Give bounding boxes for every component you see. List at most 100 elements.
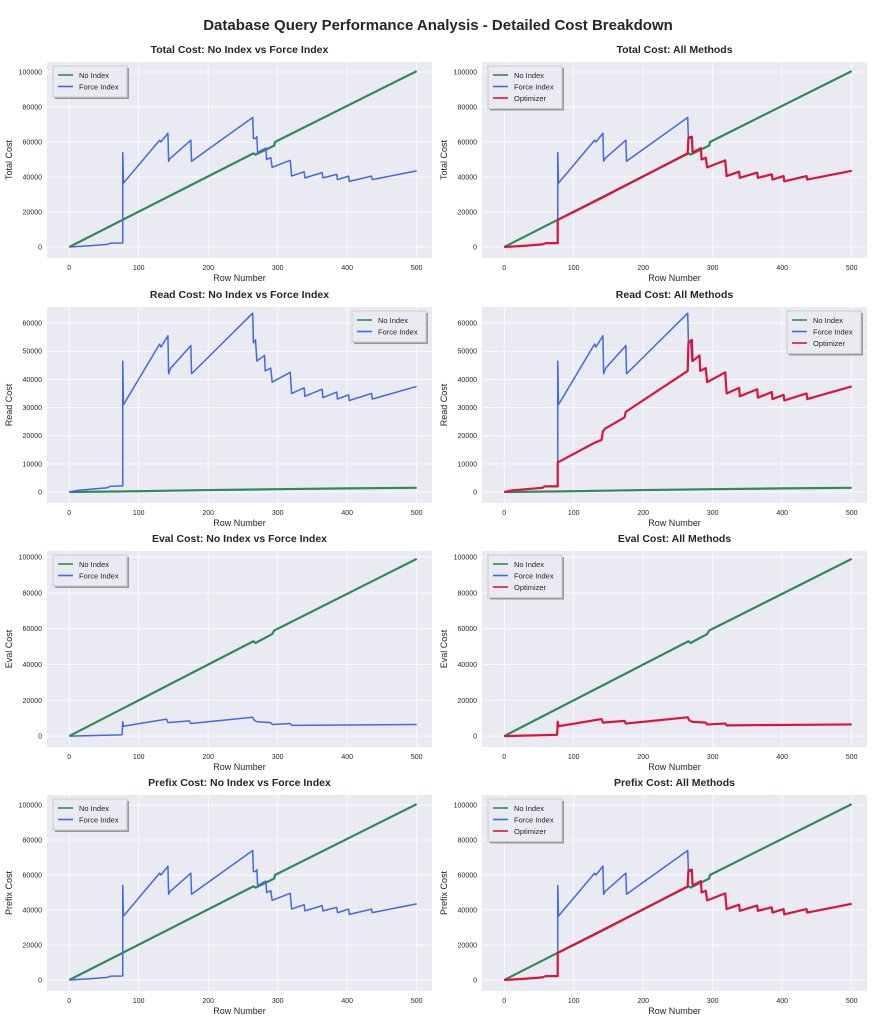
x-tick-label: 400 <box>776 510 788 517</box>
x-tick-label: 0 <box>502 510 506 517</box>
y-tick-label: 20000 <box>458 942 478 949</box>
legend: No Index Force Index Optimizer <box>786 310 863 356</box>
series-line-no-index <box>69 486 417 494</box>
y-axis-label: Prefix Cost <box>4 870 14 915</box>
subplot-2: Total Cost: All Methods 0 100 200 300 400 500 0… <box>439 44 867 283</box>
x-tick-label: 200 <box>202 510 214 517</box>
series-line-optimizer <box>504 135 852 249</box>
subplot-title: Read Cost: No Index vs Force Index <box>150 289 329 301</box>
legend: No Index Force Index <box>351 310 428 344</box>
y-axis-label: Eval Cost <box>4 629 14 668</box>
legend-label: Force Index <box>79 83 119 92</box>
subplot-5: Eval Cost: No Index vs Force Index 0 100 20… <box>4 533 432 772</box>
x-tick-label: 100 <box>133 998 145 1005</box>
y-tick-label: 40000 <box>458 907 478 914</box>
x-tick-label: 0 <box>502 265 506 272</box>
y-axis-label: Prefix Cost <box>439 870 449 915</box>
x-tick-label: 0 <box>502 998 506 1005</box>
subplot-title: Prefix Cost: No Index vs Force Index <box>148 777 331 789</box>
y-tick-label: 40000 <box>23 377 43 384</box>
y-tick-label: 60000 <box>458 872 478 879</box>
legend-label: Force Index <box>79 572 119 581</box>
x-tick-label: 400 <box>341 510 353 517</box>
y-tick-label: 20000 <box>23 433 43 440</box>
legend: No Index Force Index Optimizer <box>487 798 564 844</box>
legend-box <box>52 65 128 98</box>
subplot-7: Prefix Cost: No Index vs Force Index 0 100… <box>4 777 432 1016</box>
subplot-title: Eval Cost: All Methods <box>618 533 732 545</box>
y-tick-label: 50000 <box>23 349 43 356</box>
legend-label: No Index <box>514 804 544 813</box>
subplot-title: Total Cost: No Index vs Force Index <box>151 44 329 56</box>
y-tick-label: 0 <box>473 977 477 984</box>
y-tick-label: 80000 <box>23 104 43 111</box>
series-line-no-index <box>68 557 418 738</box>
subplot-title: Prefix Cost: All Methods <box>614 777 735 789</box>
legend-label: No Index <box>79 71 109 80</box>
subplot-8: Prefix Cost: All Methods 0 100 200 300 400 500… <box>439 777 867 1016</box>
y-axis-label: Total Cost <box>4 139 14 180</box>
legend-label: No Index <box>378 316 408 325</box>
x-tick-label: 400 <box>341 265 353 272</box>
x-axis-label: Row Number <box>648 762 701 772</box>
y-tick-label: 100000 <box>454 69 477 76</box>
figure-title: Database Query Performance Analysis - De… <box>203 17 673 34</box>
series-line-no-index <box>504 486 852 494</box>
y-tick-label: 80000 <box>458 590 478 597</box>
y-tick-label: 0 <box>473 490 477 497</box>
x-tick-label: 200 <box>637 998 649 1005</box>
y-axis-label: Total Cost <box>439 139 449 180</box>
x-axis-label: Row Number <box>213 762 266 772</box>
x-tick-label: 500 <box>411 754 423 761</box>
series-line-optimizer <box>504 868 852 982</box>
x-tick-label: 100 <box>568 754 580 761</box>
x-tick-label: 0 <box>67 265 71 272</box>
legend-label: Optimizer <box>514 827 547 836</box>
x-tick-label: 300 <box>272 754 284 761</box>
x-tick-label: 500 <box>846 510 858 517</box>
x-tick-label: 100 <box>568 510 580 517</box>
y-tick-label: 20000 <box>458 209 478 216</box>
legend-label: Force Index <box>514 572 554 581</box>
y-tick-label: 80000 <box>23 837 43 844</box>
y-tick-label: 60000 <box>23 321 43 328</box>
x-tick-label: 500 <box>411 510 423 517</box>
y-tick-label: 20000 <box>23 698 43 705</box>
x-tick-label: 400 <box>776 265 788 272</box>
series-line-no-index <box>68 70 418 248</box>
legend-label: No Index <box>79 560 109 569</box>
x-tick-label: 0 <box>67 754 71 761</box>
x-tick-label: 400 <box>776 754 788 761</box>
series-line-force-index <box>69 716 417 737</box>
y-tick-label: 100000 <box>19 802 42 809</box>
x-tick-label: 500 <box>846 998 858 1005</box>
x-axis-label: Row Number <box>648 518 701 528</box>
x-tick-label: 0 <box>502 754 506 761</box>
series-line-optimizer <box>504 716 852 738</box>
y-tick-label: 40000 <box>458 662 478 669</box>
x-tick-label: 100 <box>133 265 145 272</box>
x-tick-label: 300 <box>272 510 284 517</box>
series-line-no-index <box>503 557 853 738</box>
y-tick-label: 0 <box>38 244 42 251</box>
legend: No Index Force Index <box>52 798 129 832</box>
y-tick-label: 80000 <box>23 590 43 597</box>
x-tick-label: 0 <box>67 510 71 517</box>
subplot-3: Read Cost: No Index vs Force Index 0 100 20… <box>4 289 432 528</box>
x-tick-label: 300 <box>707 998 719 1005</box>
x-axis-label: Row Number <box>213 273 266 283</box>
legend-label: Force Index <box>378 328 418 337</box>
y-tick-label: 20000 <box>458 698 478 705</box>
x-tick-label: 100 <box>568 998 580 1005</box>
x-tick-label: 300 <box>707 754 719 761</box>
y-axis-label: Read Cost <box>4 383 14 426</box>
legend-label: No Index <box>514 71 544 80</box>
series-line-force-index <box>69 312 417 493</box>
subplot-title: Eval Cost: No Index vs Force Index <box>152 533 327 545</box>
x-tick-label: 400 <box>341 754 353 761</box>
subplot-title: Total Cost: All Methods <box>616 44 732 56</box>
y-tick-label: 20000 <box>23 942 43 949</box>
legend-box <box>52 798 128 831</box>
